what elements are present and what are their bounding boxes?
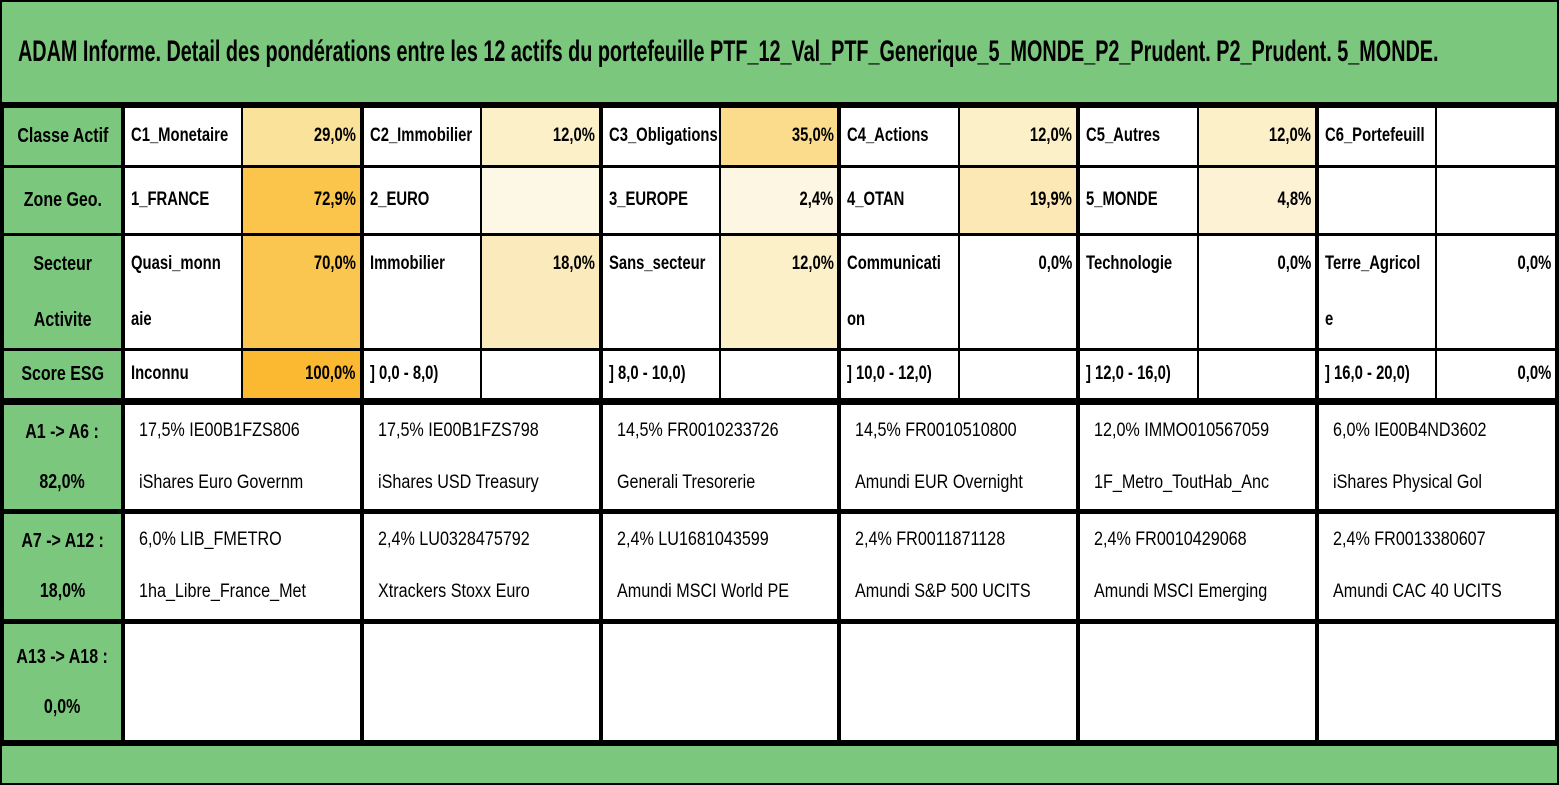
row-label-a13-a18: A13 -> A18 : 0,0%: [2, 618, 125, 743]
esg-weight-cell[interactable]: [1196, 347, 1319, 402]
fund-cell[interactable]: 6,0% LIB_FMETRO 1ha_Libre_France_Met: [121, 508, 363, 623]
esg-bucket-cell[interactable]: ] 0,0 - 8,0): [359, 347, 483, 402]
fund-cell[interactable]: 14,5% FR0010510800 Amundi EUR Overnight: [837, 397, 1080, 513]
sector-name-cell[interactable]: Technologie: [1076, 232, 1199, 350]
row-label-classe-actif: Classe Actif: [2, 108, 125, 167]
fund-cell-empty[interactable]: [837, 618, 1080, 743]
sector-weight-cell[interactable]: 0,0%: [1196, 232, 1319, 350]
fund-cell-empty[interactable]: [598, 618, 841, 743]
class-weight-cell[interactable]: 12,0%: [957, 108, 1080, 167]
sector-name-cell[interactable]: Terre_Agricol e: [1315, 232, 1438, 350]
row-label-a7-a12: A7 -> A12 : 18,0%: [2, 508, 125, 623]
row-label-a1-a6: A1 -> A6 : 82,0%: [2, 397, 125, 513]
row-assets-a1-a6: A1 -> A6 : 82,0% 17,5% IE00B1FZS806 iSha…: [2, 397, 1557, 513]
class-name-cell[interactable]: C4_Actions: [837, 108, 960, 167]
zone-weight-cell[interactable]: 2,4%: [719, 164, 841, 235]
class-weight-cell[interactable]: 29,0%: [241, 108, 363, 167]
zone-name-cell[interactable]: 3_EUROPE: [598, 164, 722, 235]
fund-cell[interactable]: 2,4% LU1681043599 Amundi MSCI World PE: [598, 508, 841, 623]
class-name-cell[interactable]: C5_Autres: [1076, 108, 1199, 167]
class-weight-cell[interactable]: 35,0%: [719, 108, 841, 167]
class-weight-cell[interactable]: 12,0%: [480, 108, 602, 167]
sector-name-cell[interactable]: Sans_secteur: [598, 232, 722, 350]
fund-cell-empty[interactable]: [1315, 618, 1557, 743]
esg-weight-cell[interactable]: [719, 347, 841, 402]
sheet-title: ADAM Informe. Detail des pondérations en…: [18, 35, 1439, 68]
fund-cell[interactable]: 12,0% IMMO010567059 1F_Metro_ToutHab_Anc: [1076, 397, 1319, 513]
zone-name-cell[interactable]: 5_MONDE: [1076, 164, 1199, 235]
sector-weight-cell[interactable]: 12,0%: [719, 232, 841, 350]
fund-cell[interactable]: 2,4% LU0328475792 Xtrackers Stoxx Euro: [359, 508, 602, 623]
sector-weight-cell[interactable]: 0,0%: [1435, 232, 1557, 350]
zone-weight-cell[interactable]: [1435, 164, 1557, 235]
zone-weight-cell[interactable]: 4,8%: [1196, 164, 1319, 235]
class-weight-cell[interactable]: 12,0%: [1196, 108, 1319, 167]
fund-cell[interactable]: 6,0% IE00B4ND3602 iShares Physical Gol: [1315, 397, 1557, 513]
sector-weight-cell[interactable]: 18,0%: [480, 232, 602, 350]
esg-weight-cell[interactable]: [480, 347, 602, 402]
zone-name-cell[interactable]: [1315, 164, 1438, 235]
fund-cell[interactable]: 17,5% IE00B1FZS806 iShares Euro Governm: [121, 397, 363, 513]
fund-cell[interactable]: 17,5% IE00B1FZS798 iShares USD Treasury: [359, 397, 602, 513]
row-zone-geo: Zone Geo. 1_FRANCE 72,9% 2_EURO 3_EUROPE…: [2, 164, 1557, 235]
fund-cell-empty[interactable]: [359, 618, 602, 743]
row-label-score-esg: Score ESG: [2, 347, 125, 402]
sector-weight-cell[interactable]: 70,0%: [241, 232, 363, 350]
esg-weight-cell[interactable]: 0,0%: [1435, 347, 1557, 402]
fund-cell[interactable]: 2,4% FR0013380607 Amundi CAC 40 UCITS: [1315, 508, 1557, 623]
row-secteur-activite: Secteur Activite Quasi_monn aie 70,0% Im…: [2, 232, 1557, 350]
row-score-esg: Score ESG Inconnu 100,0% ] 0,0 - 8,0) ] …: [2, 347, 1557, 402]
esg-weight-cell[interactable]: [957, 347, 1080, 402]
class-name-cell[interactable]: C3_Obligations: [598, 108, 722, 167]
zone-weight-cell[interactable]: [480, 164, 602, 235]
zone-weight-cell[interactable]: 19,9%: [957, 164, 1080, 235]
esg-bucket-cell[interactable]: ] 16,0 - 20,0): [1315, 347, 1438, 402]
row-label-secteur-activite: Secteur Activite: [2, 232, 125, 350]
row-classe-actif: Classe Actif C1_Monetaire 29,0% C2_Immob…: [2, 108, 1557, 167]
esg-weight-cell[interactable]: 100,0%: [241, 347, 363, 402]
class-name-cell[interactable]: C2_Immobilier: [359, 108, 483, 167]
sector-name-cell[interactable]: Quasi_monn aie: [120, 232, 244, 350]
zone-name-cell[interactable]: 2_EURO: [359, 164, 483, 235]
class-name-cell[interactable]: C6_Portefeuill: [1315, 108, 1438, 167]
fund-cell-empty[interactable]: [121, 618, 363, 743]
esg-bucket-cell[interactable]: ] 12,0 - 16,0): [1076, 347, 1199, 402]
sector-name-cell[interactable]: Communicati on: [837, 232, 960, 350]
row-label-zone-geo: Zone Geo.: [2, 164, 125, 235]
sector-name-cell[interactable]: Immobilier: [359, 232, 483, 350]
fund-cell[interactable]: 14,5% FR0010233726 Generali Tresorerie: [598, 397, 841, 513]
class-weight-cell[interactable]: [1435, 108, 1557, 167]
fund-cell[interactable]: 2,4% FR0011871128 Amundi S&P 500 UCITS: [837, 508, 1080, 623]
class-name-cell[interactable]: C1_Monetaire: [120, 108, 244, 167]
row-assets-a7-a12: A7 -> A12 : 18,0% 6,0% LIB_FMETRO 1ha_Li…: [2, 508, 1557, 623]
zone-name-cell[interactable]: 4_OTAN: [837, 164, 960, 235]
sector-weight-cell[interactable]: 0,0%: [957, 232, 1080, 350]
fund-cell[interactable]: 2,4% FR0010429068 Amundi MSCI Emerging: [1076, 508, 1319, 623]
fund-cell-empty[interactable]: [1076, 618, 1319, 743]
esg-bucket-cell[interactable]: ] 10,0 - 12,0): [837, 347, 960, 402]
zone-name-cell[interactable]: 1_FRANCE: [120, 164, 244, 235]
title-banner: ADAM Informe. Detail des pondérations en…: [2, 2, 1557, 108]
bottom-green-strip: [2, 742, 1557, 783]
row-assets-a13-a18: A13 -> A18 : 0,0%: [2, 618, 1557, 743]
esg-bucket-cell[interactable]: Inconnu: [120, 347, 244, 402]
weights-table: Classe Actif C1_Monetaire 29,0% C2_Immob…: [2, 108, 1557, 743]
zone-weight-cell[interactable]: 72,9%: [241, 164, 363, 235]
esg-bucket-cell[interactable]: ] 8,0 - 10,0): [598, 347, 722, 402]
